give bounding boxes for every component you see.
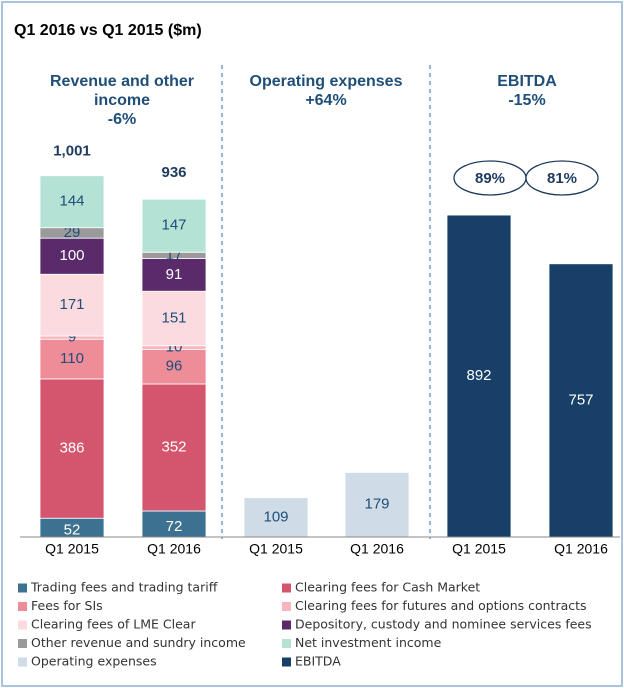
bar-segment: [141, 198, 207, 253]
legend-swatch: [282, 602, 291, 611]
data-label: 171: [59, 296, 84, 313]
legend-label: Clearing fees for futures and options co…: [295, 598, 587, 613]
legend-swatch: [282, 639, 291, 648]
panel-change: +64%: [305, 92, 347, 109]
data-label: 892: [466, 367, 491, 384]
bar-segment: [39, 237, 105, 275]
data-label: 96: [166, 358, 183, 375]
total-label: 1,001: [53, 143, 91, 160]
legend-label: Clearing fees of LME Clear: [31, 617, 196, 632]
total-label: 936: [161, 164, 186, 181]
chart-title: Q1 2016 vs Q1 2015 ($m): [14, 22, 202, 39]
data-label: 151: [161, 309, 186, 326]
panel-change: -6%: [107, 111, 137, 128]
margin-label: 81%: [547, 170, 577, 187]
data-label: 91: [166, 266, 183, 283]
data-label: 352: [161, 438, 186, 455]
data-label: 757: [568, 391, 593, 408]
panel-title: Revenue and other income -6%: [22, 72, 222, 129]
data-label: 109: [263, 508, 288, 525]
x-tick-label: Q1 2015: [45, 541, 99, 557]
x-tick-label: Q1 2015: [452, 541, 506, 557]
bar-segment: [446, 214, 512, 538]
bar-segment: [344, 471, 410, 538]
legend-swatch: [18, 657, 27, 667]
data-label: 72: [166, 518, 183, 535]
bar-segment: [141, 383, 207, 512]
bar-segment: [141, 290, 207, 347]
legend-swatch: [18, 583, 27, 593]
bar-segment: [39, 378, 105, 519]
legend-swatch: [282, 620, 291, 630]
data-label: 52: [64, 522, 81, 539]
data-label: 386: [59, 440, 84, 457]
bar-segment: [141, 348, 207, 385]
bar-segment: [548, 263, 614, 538]
margin-bubble: [525, 160, 599, 196]
data-label: 9: [68, 329, 76, 346]
legend-swatch: [18, 620, 27, 630]
panel-title: Operating expenses +64%: [226, 72, 426, 110]
legend-label: Other revenue and sundry income: [31, 635, 246, 650]
bar-segment: [39, 338, 105, 380]
legend-label: Net investment income: [295, 635, 442, 650]
bar-segment: [39, 273, 105, 337]
margin-label: 89%: [475, 170, 505, 187]
legend-label: Trading fees and trading tariff: [30, 580, 218, 595]
x-tick-label: Q1 2016: [147, 541, 201, 557]
data-label: 110: [60, 350, 84, 367]
x-tick-label: Q1 2015: [249, 541, 303, 557]
bar-segment: [243, 497, 309, 538]
panel-change: -15%: [508, 92, 546, 109]
data-label: 100: [59, 247, 84, 264]
legend-label: Operating expenses: [31, 654, 157, 669]
data-label: 144: [59, 193, 84, 210]
panel-title-text: EBITDA: [497, 73, 557, 90]
x-tick-label: Q1 2016: [350, 541, 404, 557]
x-tick-label: Q1 2016: [554, 541, 608, 557]
bar-segment: [39, 175, 105, 229]
legend-label: EBITDA: [295, 654, 341, 669]
legend-label: Depository, custody and nominee services…: [295, 617, 592, 632]
panel-title: EBITDA -15%: [427, 72, 624, 110]
legend-label: Fees for SIs: [31, 598, 103, 613]
data-label: 179: [364, 496, 389, 513]
legend-swatch: [282, 583, 291, 593]
legend-swatch: [18, 602, 27, 611]
legend-swatch: [282, 657, 291, 667]
panel-title-text: Revenue and other income: [49, 73, 195, 109]
bar-segment: [141, 257, 207, 292]
legend-label: Clearing fees for Cash Market: [295, 580, 480, 595]
legend-swatch: [18, 639, 27, 648]
data-label: 29: [64, 224, 81, 241]
panel-title-text: Operating expenses: [249, 73, 403, 90]
data-label: 147: [161, 217, 186, 234]
